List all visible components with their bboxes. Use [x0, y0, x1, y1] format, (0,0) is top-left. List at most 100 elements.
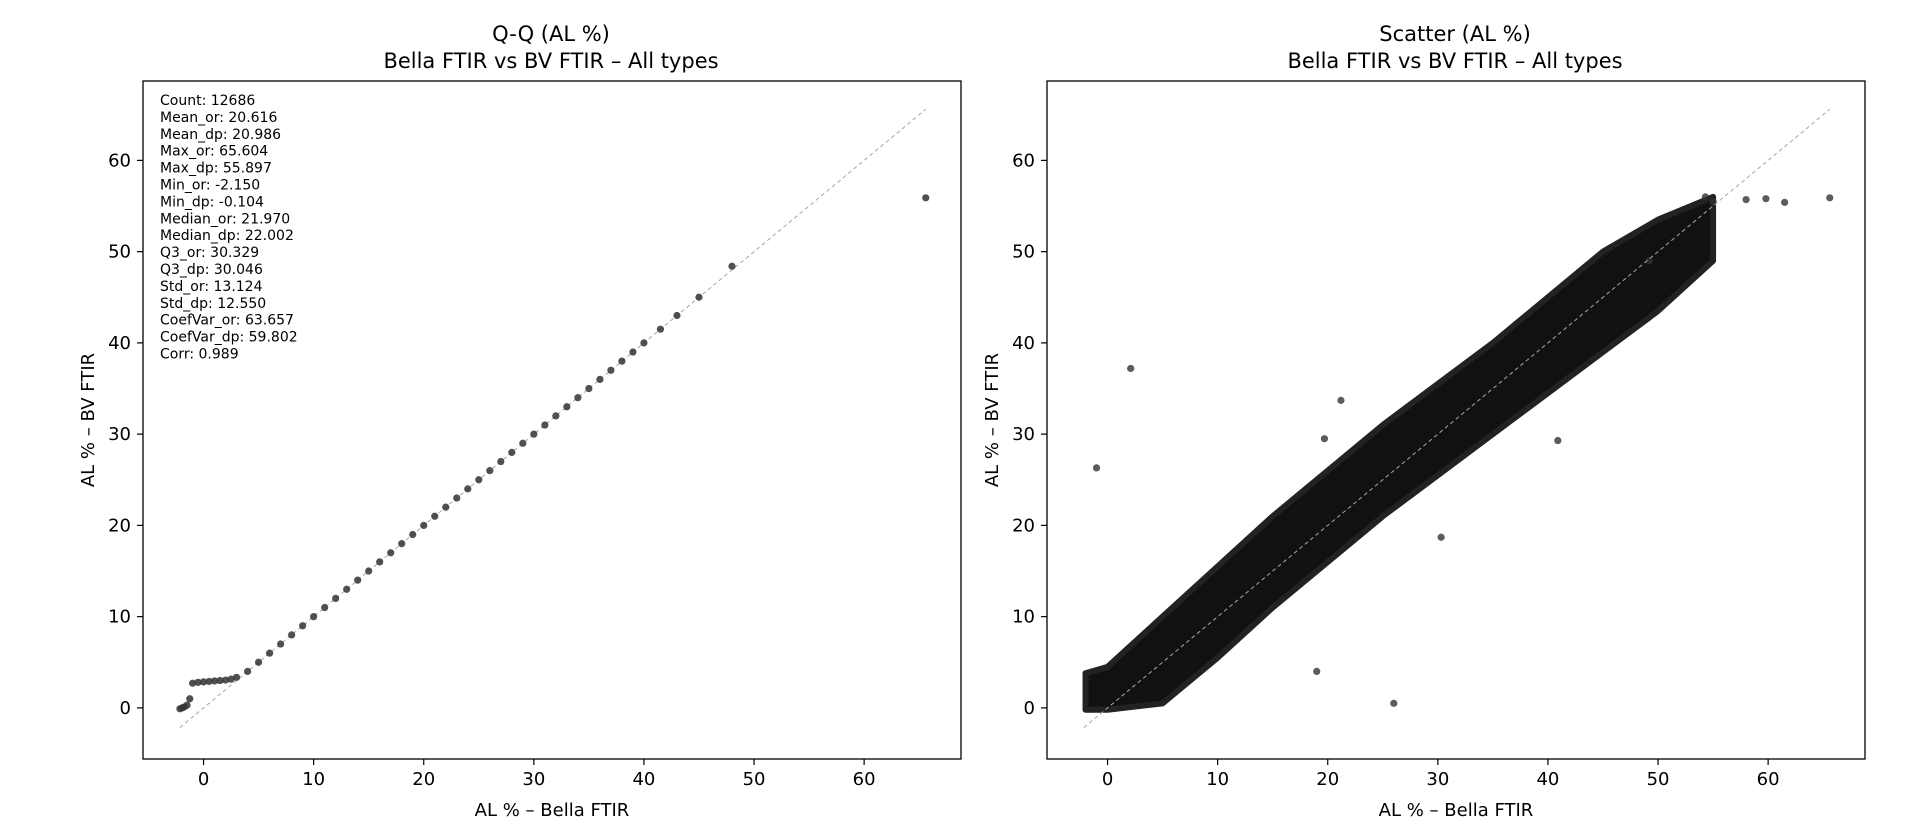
y-tick-label: 40 [108, 333, 131, 354]
qq-point [227, 675, 235, 683]
scatter-plot-dense-cloud [1082, 193, 1717, 713]
scatter-plot-title: Scatter (AL %) [1379, 22, 1531, 46]
stats-line: CoefVar_or: 63.657 [160, 313, 294, 329]
x-tick-label: 60 [853, 769, 876, 790]
x-tick-label: 50 [743, 769, 766, 790]
scatter-plot-axes-frame [1046, 80, 1866, 760]
scatter-plot-reference-line-group [1083, 108, 1831, 728]
stats-line: Median_or: 21.970 [160, 211, 290, 227]
qq-point [629, 348, 637, 356]
qq-point [310, 613, 318, 621]
x-tick-label: 30 [522, 769, 545, 790]
qq-point [365, 567, 373, 575]
y-tick-label: 30 [1012, 424, 1035, 445]
stats-line: Count: 12686 [160, 93, 255, 109]
scatter-plot-outlier-points [1092, 193, 1834, 707]
qq-point [221, 676, 230, 684]
stats-line: Corr: 0.989 [160, 347, 239, 363]
y-tick-label: 0 [120, 698, 131, 719]
qq-point [232, 673, 241, 681]
qq-point [183, 701, 191, 709]
qq-point [205, 677, 213, 686]
qq-plot-y-ticks: 0 10 20 30 40 50 60 [108, 150, 143, 719]
stats-line: Mean_or: 20.616 [160, 110, 277, 126]
outlier-point [1390, 699, 1398, 707]
outlier-point [1337, 396, 1345, 404]
stats-line: Q3_dp: 30.046 [160, 262, 263, 278]
outlier-point [1313, 667, 1321, 675]
stats-line: Max_or: 65.604 [160, 144, 268, 160]
outlier-point [1092, 464, 1101, 472]
outlier-point [1826, 194, 1834, 202]
stats-line: CoefVar_dp: 59.802 [160, 330, 298, 346]
outlier-point [1437, 533, 1445, 541]
qq-point [453, 494, 461, 502]
x-tick-label: 20 [412, 769, 435, 790]
qq-plot-axes-frame [142, 80, 962, 760]
x-tick-label: 40 [1536, 769, 1559, 790]
y-tick-label: 50 [1012, 242, 1035, 263]
stats-line: Min_or: -2.150 [160, 178, 260, 194]
qq-point [508, 448, 516, 456]
outlier-point [1701, 193, 1709, 201]
x-tick-label: 20 [1316, 769, 1339, 790]
y-tick-label: 60 [1012, 150, 1035, 171]
qq-point [288, 631, 296, 639]
qq-point [321, 603, 329, 612]
qq-point [563, 403, 571, 411]
stats-line: Median_dp: 22.002 [160, 228, 294, 244]
x-tick-label: 50 [1647, 769, 1670, 790]
outlier-point [1645, 257, 1653, 265]
qq-plot-x-axis-label: AL % – Bella FTIR [475, 800, 630, 821]
qq-point [442, 503, 450, 511]
outlier-point [1742, 196, 1750, 204]
qq-point [695, 293, 703, 301]
x-tick-label: 10 [1206, 769, 1229, 790]
qq-point [194, 678, 202, 686]
x-tick-label: 0 [1102, 769, 1113, 790]
qq-point [552, 412, 560, 420]
scatter-plot-y-axis-label: AL % – BV FTIR [982, 353, 1003, 487]
scatter-plot-x-axis-label: AL % – Bella FTIR [1379, 800, 1534, 821]
qq-point [922, 194, 930, 202]
qq-point [376, 558, 384, 566]
qq-plot-points [176, 194, 930, 713]
scatter-plot-x-ticks: 0 10 20 30 40 50 60 [1102, 759, 1780, 790]
qq-point [656, 325, 665, 333]
qq-point [607, 366, 615, 374]
scatter-plot-y-ticks: 0 10 20 30 40 50 60 [1012, 150, 1047, 719]
qq-plot-x-ticks: 0 10 20 30 40 50 60 [198, 759, 876, 790]
qq-point [420, 521, 428, 529]
outlier-point [1554, 436, 1562, 445]
outlier-point [1762, 195, 1770, 203]
qq-point [243, 667, 252, 675]
outlier-point [1781, 198, 1789, 206]
reference-line [1083, 108, 1831, 728]
qq-point [541, 421, 549, 429]
qq-plot-panel: Q-Q (AL %) Bella FTIR vs BV FTIR – All t… [78, 22, 962, 821]
scatter-plot-panel: Scatter (AL %) Bella FTIR vs BV FTIR – A… [982, 22, 1866, 821]
x-tick-label: 10 [302, 769, 325, 790]
qq-plot-subtitle: Bella FTIR vs BV FTIR – All types [383, 49, 718, 73]
outlier-point [1127, 364, 1135, 373]
qq-point [188, 679, 197, 687]
stats-line: Std_or: 13.124 [160, 279, 263, 295]
y-tick-label: 10 [108, 607, 131, 628]
x-tick-label: 40 [632, 769, 655, 790]
y-tick-label: 50 [108, 242, 131, 263]
qq-point [398, 540, 406, 548]
x-tick-label: 0 [198, 769, 209, 790]
qq-point [486, 467, 494, 475]
stats-line: Min_dp: -0.104 [160, 194, 264, 210]
qq-point [216, 676, 224, 685]
qq-point [585, 384, 593, 393]
y-tick-label: 20 [1012, 515, 1035, 536]
qq-point [332, 594, 340, 602]
qq-point [475, 476, 483, 484]
qq-point [530, 430, 538, 438]
qq-point [728, 262, 736, 270]
qq-point [354, 576, 362, 584]
y-tick-label: 0 [1024, 698, 1035, 719]
y-tick-label: 30 [108, 424, 131, 445]
scatter-plot-subtitle: Bella FTIR vs BV FTIR – All types [1287, 49, 1622, 73]
